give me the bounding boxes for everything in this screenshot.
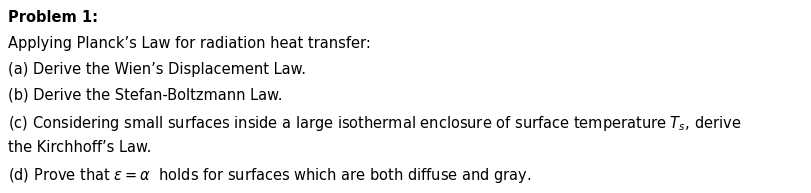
Text: the Kirchhoff’s Law.: the Kirchhoff’s Law. xyxy=(8,140,151,155)
Text: (a) Derive the Wien’s Displacement Law.: (a) Derive the Wien’s Displacement Law. xyxy=(8,62,306,77)
Text: (b) Derive the Stefan-Boltzmann Law.: (b) Derive the Stefan-Boltzmann Law. xyxy=(8,88,282,103)
Text: (d) Prove that $\varepsilon=\alpha$  holds for surfaces which are both diffuse a: (d) Prove that $\varepsilon=\alpha$ hold… xyxy=(8,166,531,185)
Text: Problem 1:: Problem 1: xyxy=(8,10,98,25)
Text: Applying Planck’s Law for radiation heat transfer:: Applying Planck’s Law for radiation heat… xyxy=(8,36,371,51)
Text: (c) Considering small surfaces inside a large isothermal enclosure of surface te: (c) Considering small surfaces inside a … xyxy=(8,114,740,133)
